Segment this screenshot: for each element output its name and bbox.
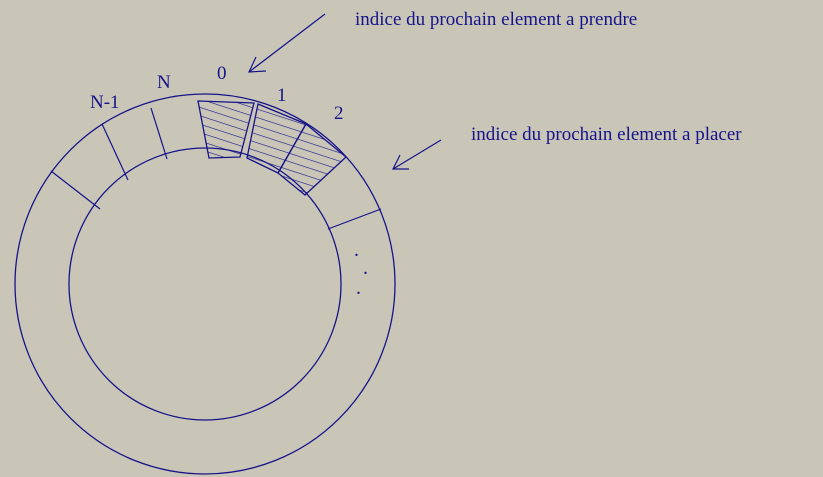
slot-0-filled bbox=[197, 100, 255, 159]
take-pointer-arrow bbox=[248, 13, 326, 73]
outer-ring bbox=[14, 93, 396, 475]
place-pointer-arrowhead bbox=[392, 154, 409, 170]
slot-label-n: N bbox=[157, 72, 171, 93]
ellipsis-dot-3: . bbox=[356, 277, 361, 299]
take-index-annotation: indice du prochain element a prendre bbox=[355, 9, 638, 30]
divider-left-2 bbox=[101, 123, 129, 181]
slot-label-0: 0 bbox=[217, 63, 227, 84]
slot-label-1: 1 bbox=[277, 85, 287, 106]
ellipsis-dot-2: . bbox=[363, 257, 368, 279]
take-pointer-arrowhead bbox=[248, 56, 267, 73]
slot-label-2: 2 bbox=[334, 103, 344, 124]
divider-right-1 bbox=[327, 208, 382, 230]
place-pointer-arrow bbox=[392, 139, 442, 170]
inner-ring bbox=[68, 147, 342, 421]
divider-left-3 bbox=[150, 107, 168, 160]
ellipsis-dot-1: . bbox=[354, 239, 359, 261]
place-index-annotation: indice du prochain element a placer bbox=[471, 124, 742, 145]
divider-left-1 bbox=[50, 170, 101, 210]
slot-2-filled bbox=[277, 123, 347, 196]
slot-label-n-minus-1: N-1 bbox=[90, 92, 120, 113]
